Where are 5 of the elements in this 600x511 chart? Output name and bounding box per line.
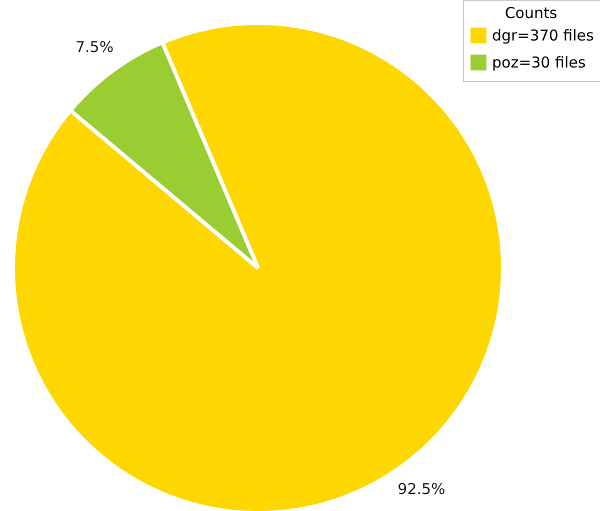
data-label: 92.5% (398, 480, 446, 498)
legend-label: dgr=370 files (492, 26, 594, 44)
data-label: 7.5% (75, 38, 114, 56)
legend-title: Counts (504, 4, 558, 22)
legend-label: poz=30 files (492, 54, 586, 72)
